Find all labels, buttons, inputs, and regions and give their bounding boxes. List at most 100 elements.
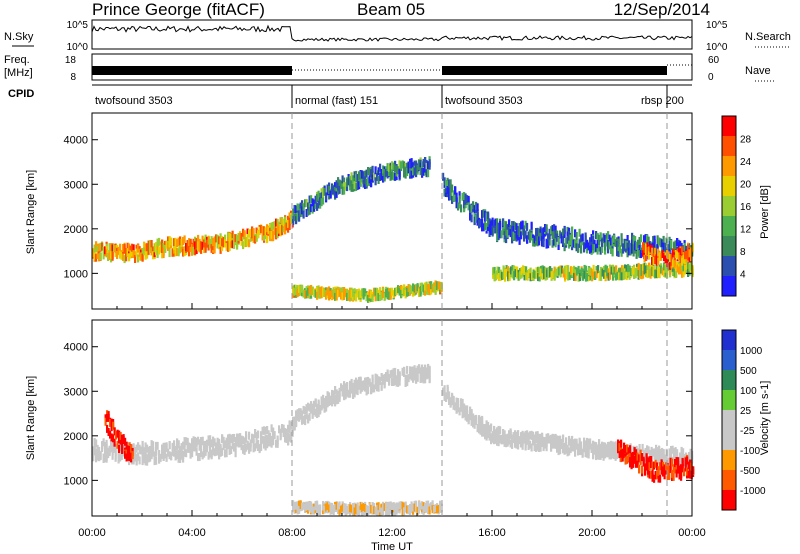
- range-cell: [629, 457, 632, 466]
- range-cell: [493, 225, 496, 234]
- range-cell: [317, 200, 320, 209]
- range-cell: [688, 263, 691, 272]
- range-cell: [150, 449, 153, 458]
- range-cell: [656, 235, 659, 244]
- range-cell: [230, 446, 233, 454]
- range-cell: [365, 387, 368, 396]
- range-cell: [275, 231, 278, 240]
- range-cell: [648, 251, 651, 260]
- range-cell: [567, 265, 570, 274]
- power-colorbar-swatch: [722, 216, 736, 236]
- range-cell: [252, 444, 255, 453]
- range-cell: [242, 241, 245, 250]
- range-cell: [413, 365, 416, 374]
- range-cell: [615, 272, 618, 281]
- range-cell: [583, 242, 586, 251]
- range-cell: [383, 503, 386, 512]
- range-cell: [566, 231, 569, 240]
- range-cell: [538, 273, 541, 282]
- range-cell: [141, 253, 144, 262]
- range-cell: [654, 459, 657, 468]
- range-cell: [424, 282, 427, 291]
- range-cell: [242, 228, 245, 237]
- range-cell: [487, 223, 490, 231]
- range-cell: [684, 463, 687, 472]
- range-cell: [319, 287, 322, 296]
- range-cell: [347, 505, 350, 514]
- range-cell: [624, 270, 627, 279]
- range-cell: [212, 442, 215, 451]
- range-cell: [236, 433, 239, 442]
- range-cell: [403, 366, 406, 375]
- range-cell: [645, 265, 648, 274]
- range-cell: [647, 460, 650, 469]
- velocity-colorbar-tick-label: 25: [740, 406, 752, 417]
- range-cell: [521, 430, 524, 439]
- range-cell: [586, 239, 589, 248]
- range-cell: [249, 233, 252, 242]
- range-cell: [445, 189, 448, 197]
- range-cell: [586, 245, 589, 254]
- range-cell: [532, 237, 535, 246]
- range-cell: [231, 441, 234, 450]
- range-cell: [664, 255, 667, 264]
- range-cell: [470, 204, 473, 213]
- range-cell: [261, 426, 264, 435]
- range-cell: [503, 430, 506, 439]
- range-cell: [600, 272, 603, 281]
- range-cell: [524, 440, 527, 449]
- range-cell: [195, 240, 198, 249]
- cpid-segment-label: rbsp 200: [641, 95, 684, 107]
- range-cell: [400, 501, 403, 510]
- power-colorbar-swatch: [722, 136, 736, 156]
- range-cell: [188, 238, 191, 247]
- range-cell: [424, 375, 427, 384]
- range-cell: [350, 504, 353, 513]
- range-cell: [592, 440, 595, 449]
- range-cell: [460, 403, 463, 412]
- nsky-tick-right-bottom: 10^0: [706, 42, 728, 53]
- range-cell: [570, 266, 573, 275]
- range-cell: [514, 232, 517, 241]
- range-cell: [394, 164, 397, 173]
- nsky-label: N.Sky: [4, 31, 34, 43]
- range-cell: [171, 442, 174, 451]
- range-cell: [485, 223, 488, 231]
- range-cell: [400, 289, 403, 298]
- range-cell: [367, 177, 370, 186]
- range-cell: [578, 239, 581, 248]
- range-cell: [310, 405, 313, 414]
- freq-label: Freq.: [4, 54, 30, 66]
- range-cell: [566, 446, 569, 455]
- range-cell: [383, 173, 386, 182]
- range-cell: [513, 272, 516, 281]
- range-cell: [654, 256, 657, 264]
- range-cell: [638, 242, 641, 251]
- range-cell: [642, 270, 645, 279]
- range-cell: [171, 447, 174, 456]
- range-cell: [343, 182, 346, 191]
- range-cell: [642, 248, 645, 257]
- range-cell: [454, 402, 457, 411]
- range-cell: [603, 270, 606, 278]
- range-cell: [270, 230, 273, 239]
- range-cell: [409, 371, 412, 380]
- range-cell: [548, 231, 551, 240]
- range-cell: [578, 437, 581, 446]
- range-cell: [155, 456, 158, 465]
- range-cell: [517, 272, 520, 281]
- range-cell: [640, 234, 643, 243]
- range-cell: [473, 205, 476, 214]
- range-cell: [539, 443, 542, 452]
- range-cell: [632, 459, 635, 468]
- range-cell: [592, 235, 595, 244]
- range-cell: [675, 462, 678, 471]
- range-cell: [307, 202, 310, 211]
- range-cell: [492, 267, 495, 276]
- range-cell: [651, 257, 654, 265]
- range-cell: [425, 367, 428, 376]
- range-cell: [352, 391, 355, 399]
- range-cell: [491, 227, 494, 236]
- range-cell: [176, 450, 179, 459]
- range-cell: [418, 364, 421, 373]
